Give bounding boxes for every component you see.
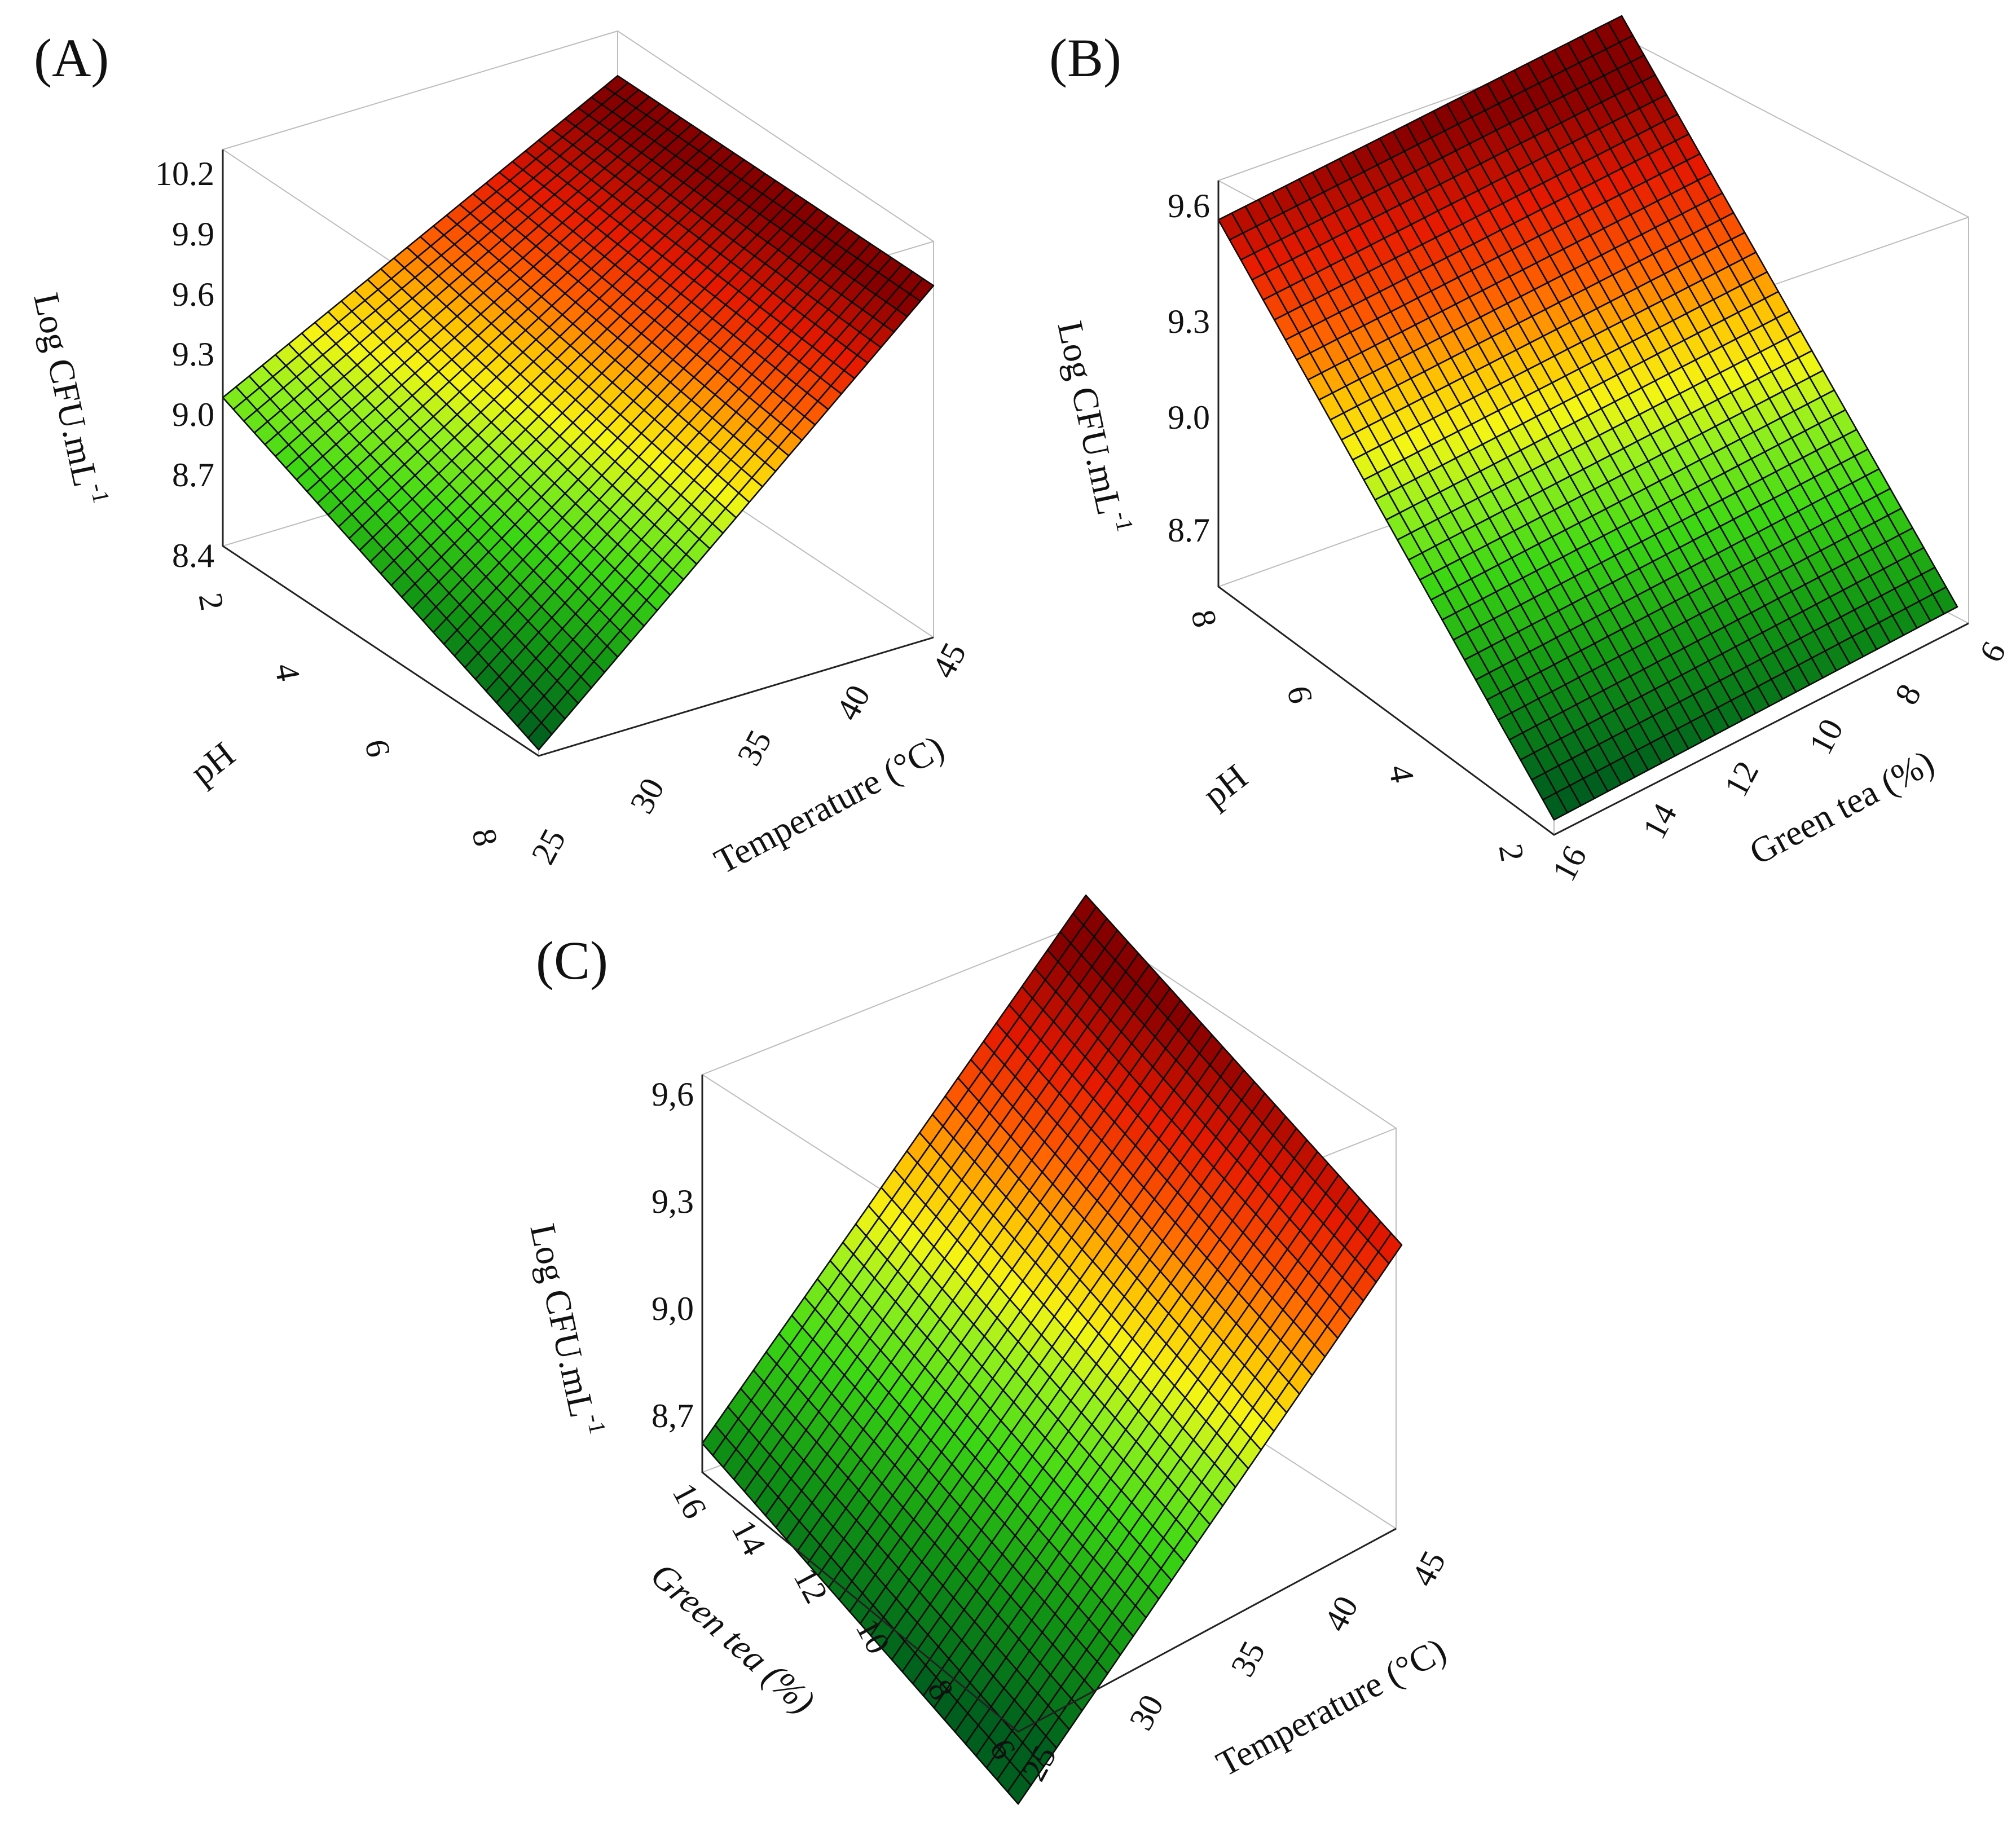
- z-tick: 9.9: [172, 215, 214, 253]
- y-tick: 2: [192, 590, 231, 613]
- z-ticks-b: 8.7 9.0 9.3 9.6: [1168, 187, 1210, 549]
- z-axis-title-c: Log CFU.mL-1: [522, 1220, 610, 1440]
- y-tick: 6: [358, 737, 398, 760]
- x-tick: 30: [623, 772, 671, 820]
- y-tick: 14: [724, 1514, 773, 1561]
- x-axis-title-b: Green tea (%): [1743, 742, 1940, 872]
- y-axis-title-b: pH: [1195, 756, 1255, 815]
- y-tick: 8: [1185, 607, 1224, 630]
- z-tick: 9.6: [172, 276, 214, 313]
- surface-c: [701, 894, 1403, 1805]
- panel-b: 8.7 9.0 9.3 9.6 2 4 6 8 6 8 10 12 14 16 …: [1049, 15, 2013, 887]
- z-tick: 9.0: [172, 396, 214, 433]
- x-tick: 25: [524, 823, 573, 870]
- x-tick: 6: [1972, 636, 2013, 668]
- panel-c: 8,7 9,0 9,3 9,6 6 8 10 12 14 16 25 30 35…: [522, 894, 1453, 1805]
- x-tick: 10: [1802, 713, 1850, 760]
- panel-label-c: (C): [536, 930, 608, 991]
- x-tick: 14: [1635, 798, 1684, 845]
- z-tick: 9.6: [1168, 187, 1210, 225]
- z-axis-title-b: Log CFU.mL-1: [1050, 317, 1138, 538]
- z-tick: 9.3: [172, 336, 214, 373]
- y-tick: 16: [665, 1477, 714, 1525]
- x-tick: 16: [1545, 840, 1594, 887]
- x-tick: 40: [1317, 1590, 1365, 1638]
- z-tick: 9,6: [652, 1076, 694, 1113]
- z-tick: 9.3: [1168, 303, 1210, 340]
- x-tick: 35: [1223, 1635, 1272, 1683]
- z-tick: 8.4: [172, 537, 214, 574]
- y-tick: 8: [465, 826, 505, 849]
- z-tick: 8,7: [652, 1397, 694, 1434]
- z-tick: 8.7: [1168, 512, 1210, 549]
- x-tick: 8: [1887, 678, 1928, 710]
- y-tick: 2: [1492, 841, 1531, 864]
- z-tick: 9,0: [652, 1290, 694, 1327]
- z-ticks-c: 8,7 9,0 9,3 9,6: [652, 1076, 694, 1434]
- y-axis-title-a: pH: [183, 734, 242, 793]
- x-tick: 35: [730, 724, 778, 772]
- surface-cell: [1542, 792, 1569, 821]
- surface-b: [1217, 15, 1958, 821]
- y-tick: 4: [1382, 762, 1421, 785]
- surface-cell: [1007, 1772, 1032, 1805]
- surface-cell: [527, 721, 553, 751]
- panel-a: 8.4 8.7 9.0 9.3 9.6 9.9 10.2 2 4 6 8 25 …: [26, 28, 973, 882]
- surface-a: [222, 75, 935, 751]
- z-tick: 9,3: [652, 1183, 694, 1220]
- x-tick: 30: [1122, 1689, 1170, 1736]
- x-tick: 12: [1717, 755, 1766, 803]
- panel-label-b: (B): [1049, 28, 1121, 88]
- y-tick: 6: [1280, 683, 1320, 706]
- z-tick: 10.2: [155, 155, 214, 192]
- x-tick: 40: [829, 679, 877, 727]
- z-tick: 8.7: [172, 456, 214, 494]
- z-tick: 9.0: [1168, 399, 1210, 436]
- z-ticks-a: 8.4 8.7 9.0 9.3 9.6 9.9 10.2: [155, 155, 214, 574]
- panel-label-a: (A): [34, 28, 109, 88]
- y-tick: 4: [268, 661, 307, 684]
- x-tick: 45: [925, 637, 973, 684]
- z-axis-title-a: Log CFU.mL-1: [26, 289, 114, 509]
- x-tick: 45: [1404, 1545, 1452, 1592]
